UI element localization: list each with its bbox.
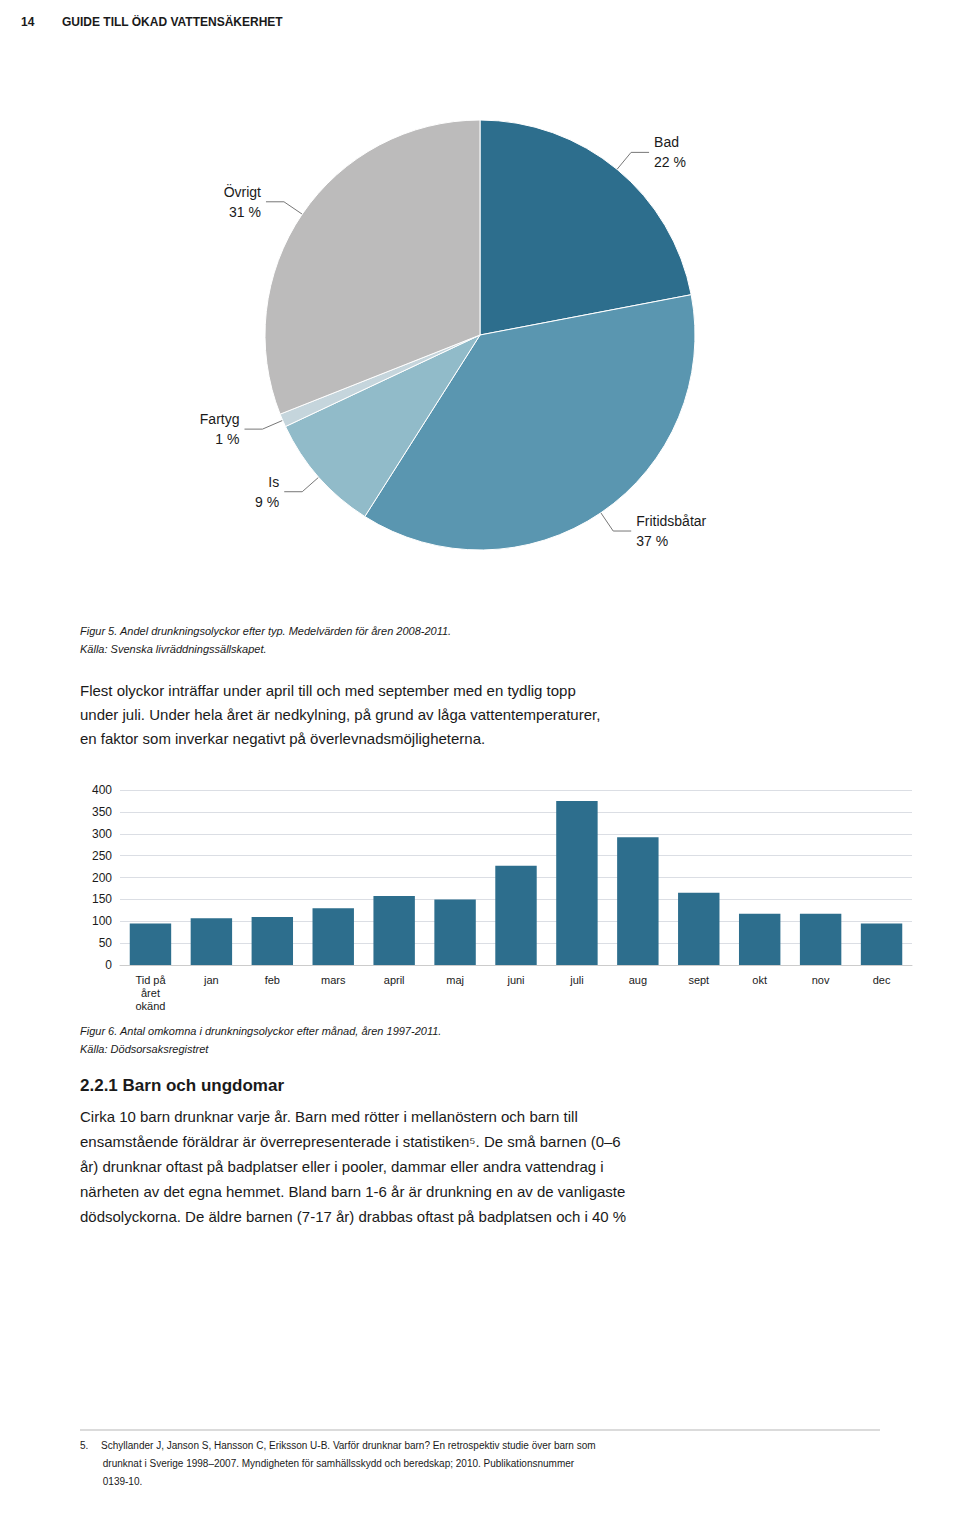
svg-text:100: 100 [92, 914, 112, 928]
svg-text:feb: feb [265, 974, 280, 986]
svg-text:närheten av det egna hemmet. B: närheten av det egna hemmet. Bland barn … [80, 1183, 625, 1200]
svg-text:sept: sept [688, 974, 709, 986]
svg-text:300: 300 [92, 827, 112, 841]
svg-text:Källa: Svenska livräddningssäl: Källa: Svenska livräddningssällskapet. [80, 643, 267, 655]
svg-text:mars: mars [321, 974, 346, 986]
svg-text:Is: Is [268, 474, 279, 490]
svg-text:150: 150 [92, 892, 112, 906]
svg-text:50: 50 [99, 936, 113, 950]
svg-text:maj: maj [446, 974, 464, 986]
svg-text:14: 14 [21, 15, 35, 29]
svg-text:Tid på: Tid på [135, 974, 166, 986]
svg-text:en faktor som inverkar negativ: en faktor som inverkar negativt på överl… [80, 730, 485, 747]
svg-text:0139-10.: 0139-10. [80, 1476, 142, 1487]
svg-text:dödsolyckorna. De äldre barnen: dödsolyckorna. De äldre barnen (7-17 år)… [80, 1208, 626, 1225]
svg-text:okänd: okänd [135, 1000, 165, 1012]
svg-text:GUIDE TILL ÖKAD VATTENSÄKERHET: GUIDE TILL ÖKAD VATTENSÄKERHET [62, 14, 283, 29]
svg-text:350: 350 [92, 805, 112, 819]
svg-text:Cirka 10 barn drunknar varje å: Cirka 10 barn drunknar varje år. Barn me… [80, 1108, 578, 1125]
svg-text:Fritidsbåtar: Fritidsbåtar [636, 513, 706, 529]
svg-text:250: 250 [92, 849, 112, 863]
svg-text:dec: dec [873, 974, 891, 986]
svg-text:200: 200 [92, 871, 112, 885]
svg-text:Källa: Dödsorsaksregistret: Källa: Dödsorsaksregistret [80, 1043, 209, 1055]
svg-text:1 %: 1 % [215, 431, 239, 447]
svg-text:Figur 6. Antal omkomna i drunk: Figur 6. Antal omkomna i drunkningsolyck… [80, 1025, 441, 1037]
svg-text:nov: nov [812, 974, 830, 986]
svg-text:ensamstående föräldrar är över: ensamstående föräldrar är överrepresente… [80, 1133, 621, 1150]
svg-text:2.2.1 Barn och ungdomar: 2.2.1 Barn och ungdomar [80, 1076, 284, 1095]
svg-text:22 %: 22 % [654, 154, 686, 170]
svg-text:aug: aug [629, 974, 647, 986]
svg-text:året: året [141, 987, 160, 999]
svg-text:31 %: 31 % [229, 204, 261, 220]
svg-text:Flest olyckor inträffar under: Flest olyckor inträffar under april till… [80, 682, 576, 699]
svg-text:0: 0 [105, 958, 112, 972]
svg-text:Övrigt: Övrigt [224, 183, 261, 200]
svg-text:37 %: 37 % [636, 533, 668, 549]
svg-text:jan: jan [203, 974, 219, 986]
svg-text:under juli. Under hela året är: under juli. Under hela året är nedkylnin… [80, 706, 600, 723]
svg-text:juli: juli [569, 974, 583, 986]
svg-text:okt: okt [752, 974, 767, 986]
svg-text:5. Schyllander J, Janson S, H: 5. Schyllander J, Janson S, Hansson C, E… [80, 1440, 596, 1451]
svg-text:400: 400 [92, 783, 112, 797]
svg-text:år) drunknar oftast på badplat: år) drunknar oftast på badplatser eller … [80, 1158, 604, 1175]
svg-text:drunknat i Sverige 1998–2007.: drunknat i Sverige 1998–2007. Myndighete… [80, 1458, 575, 1469]
svg-text:Fartyg: Fartyg [200, 411, 240, 427]
svg-text:Bad: Bad [654, 134, 679, 150]
svg-text:Figur 5. Andel drunkningsolyck: Figur 5. Andel drunkningsolyckor efter t… [80, 625, 451, 637]
svg-text:juni: juni [506, 974, 524, 986]
svg-text:april: april [384, 974, 405, 986]
svg-text:9 %: 9 % [255, 494, 279, 510]
